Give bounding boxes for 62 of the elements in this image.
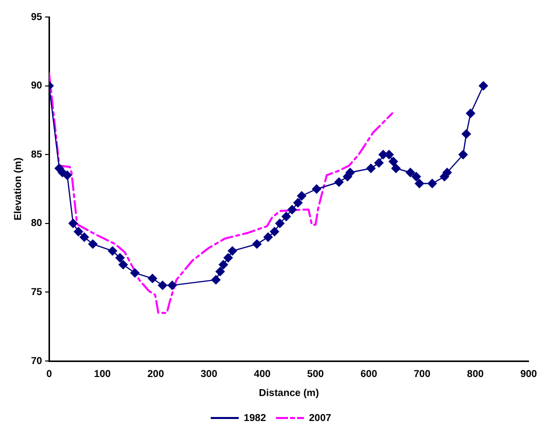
point: [74, 227, 84, 236]
point: [297, 191, 306, 200]
point: [346, 168, 355, 178]
point: [80, 232, 89, 242]
point: [293, 198, 303, 208]
point: [334, 178, 344, 187]
point: [428, 178, 437, 188]
x-tick-label: 400: [254, 368, 272, 380]
y-tick-label: 85: [31, 149, 43, 160]
legend-label: 2007: [309, 412, 332, 424]
x-tick-label: 0: [46, 368, 52, 380]
x-axis-title: Distance (m): [258, 388, 319, 399]
y-axis-title: Elevation (m): [12, 158, 24, 220]
point: [148, 274, 158, 284]
point: [108, 246, 118, 256]
point: [462, 129, 471, 139]
y-tick-label: 80: [31, 218, 43, 230]
point: [62, 170, 72, 180]
x-tick-label: 500: [307, 368, 324, 380]
point: [414, 178, 424, 188]
point: [158, 280, 168, 290]
x-tick-label: 900: [520, 368, 538, 380]
point: [264, 232, 273, 242]
y-tick-label: 70: [31, 356, 43, 367]
point: [406, 168, 415, 178]
x-tick-label: 100: [94, 368, 112, 380]
x-tick-label: 700: [414, 368, 431, 380]
point: [224, 253, 233, 262]
x-tick-label: 600: [360, 368, 378, 380]
x-tick-label: 300: [200, 368, 218, 380]
point: [458, 150, 468, 160]
point: [118, 260, 128, 270]
point: [466, 108, 476, 118]
point: [282, 212, 291, 222]
point: [366, 164, 376, 173]
y-tick-label: 95: [31, 12, 43, 23]
point: [287, 205, 297, 214]
x-tick-label: 800: [467, 368, 484, 380]
point: [216, 266, 225, 276]
line-series: [49, 72, 394, 314]
point: [270, 227, 280, 236]
point: [115, 253, 125, 262]
point: [275, 218, 284, 228]
point: [252, 239, 262, 249]
point: [228, 246, 238, 256]
point: [130, 268, 140, 278]
point: [312, 184, 322, 194]
y-tick-label: 90: [31, 80, 43, 92]
x-tick-label: 200: [147, 368, 164, 380]
point: [168, 280, 177, 290]
point: [211, 275, 220, 284]
y-tick-label: 75: [31, 286, 43, 298]
point: [412, 172, 421, 182]
point: [391, 164, 401, 173]
point: [374, 158, 384, 168]
point: [442, 168, 452, 178]
legend-label: 1982: [244, 412, 266, 424]
point: [88, 239, 98, 249]
point: [68, 218, 78, 228]
point: [388, 156, 398, 166]
point: [478, 81, 488, 90]
point: [218, 260, 228, 270]
